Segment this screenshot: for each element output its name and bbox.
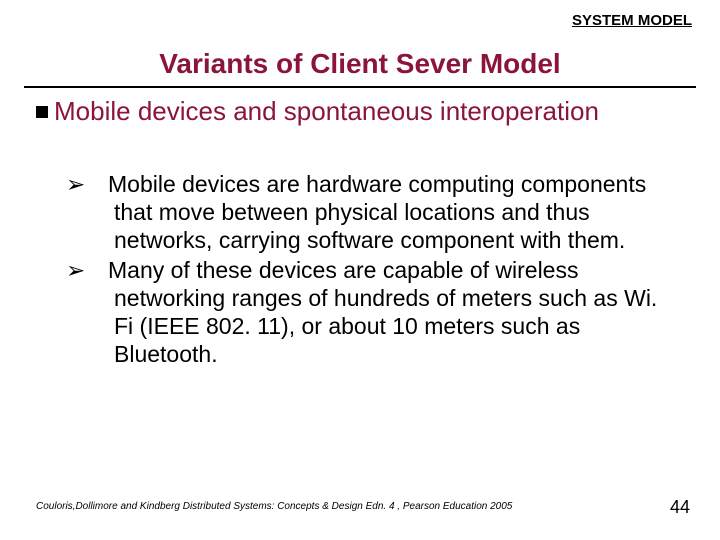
header-label: SYSTEM MODEL [572, 12, 692, 29]
list-item: ➢Many of these devices are capable of wi… [90, 256, 680, 368]
page-number: 44 [670, 497, 690, 518]
square-bullet-icon [36, 106, 48, 118]
bullet-list: ➢Mobile devices are hardware computing c… [90, 170, 680, 370]
arrow-icon: ➢ [90, 256, 108, 284]
footer-citation: Couloris,Dollimore and Kindberg Distribu… [36, 501, 512, 512]
list-item: ➢Mobile devices are hardware computing c… [90, 170, 680, 254]
list-item-text: Mobile devices are hardware computing co… [108, 171, 646, 253]
slide-title: Variants of Client Sever Model [0, 48, 720, 80]
section-heading: Mobile devices and spontaneous interoper… [36, 96, 684, 127]
list-item-text: Many of these devices are capable of wir… [108, 257, 657, 367]
section-heading-text: Mobile devices and spontaneous interoper… [54, 96, 599, 126]
title-divider [24, 86, 696, 88]
arrow-icon: ➢ [90, 170, 108, 198]
